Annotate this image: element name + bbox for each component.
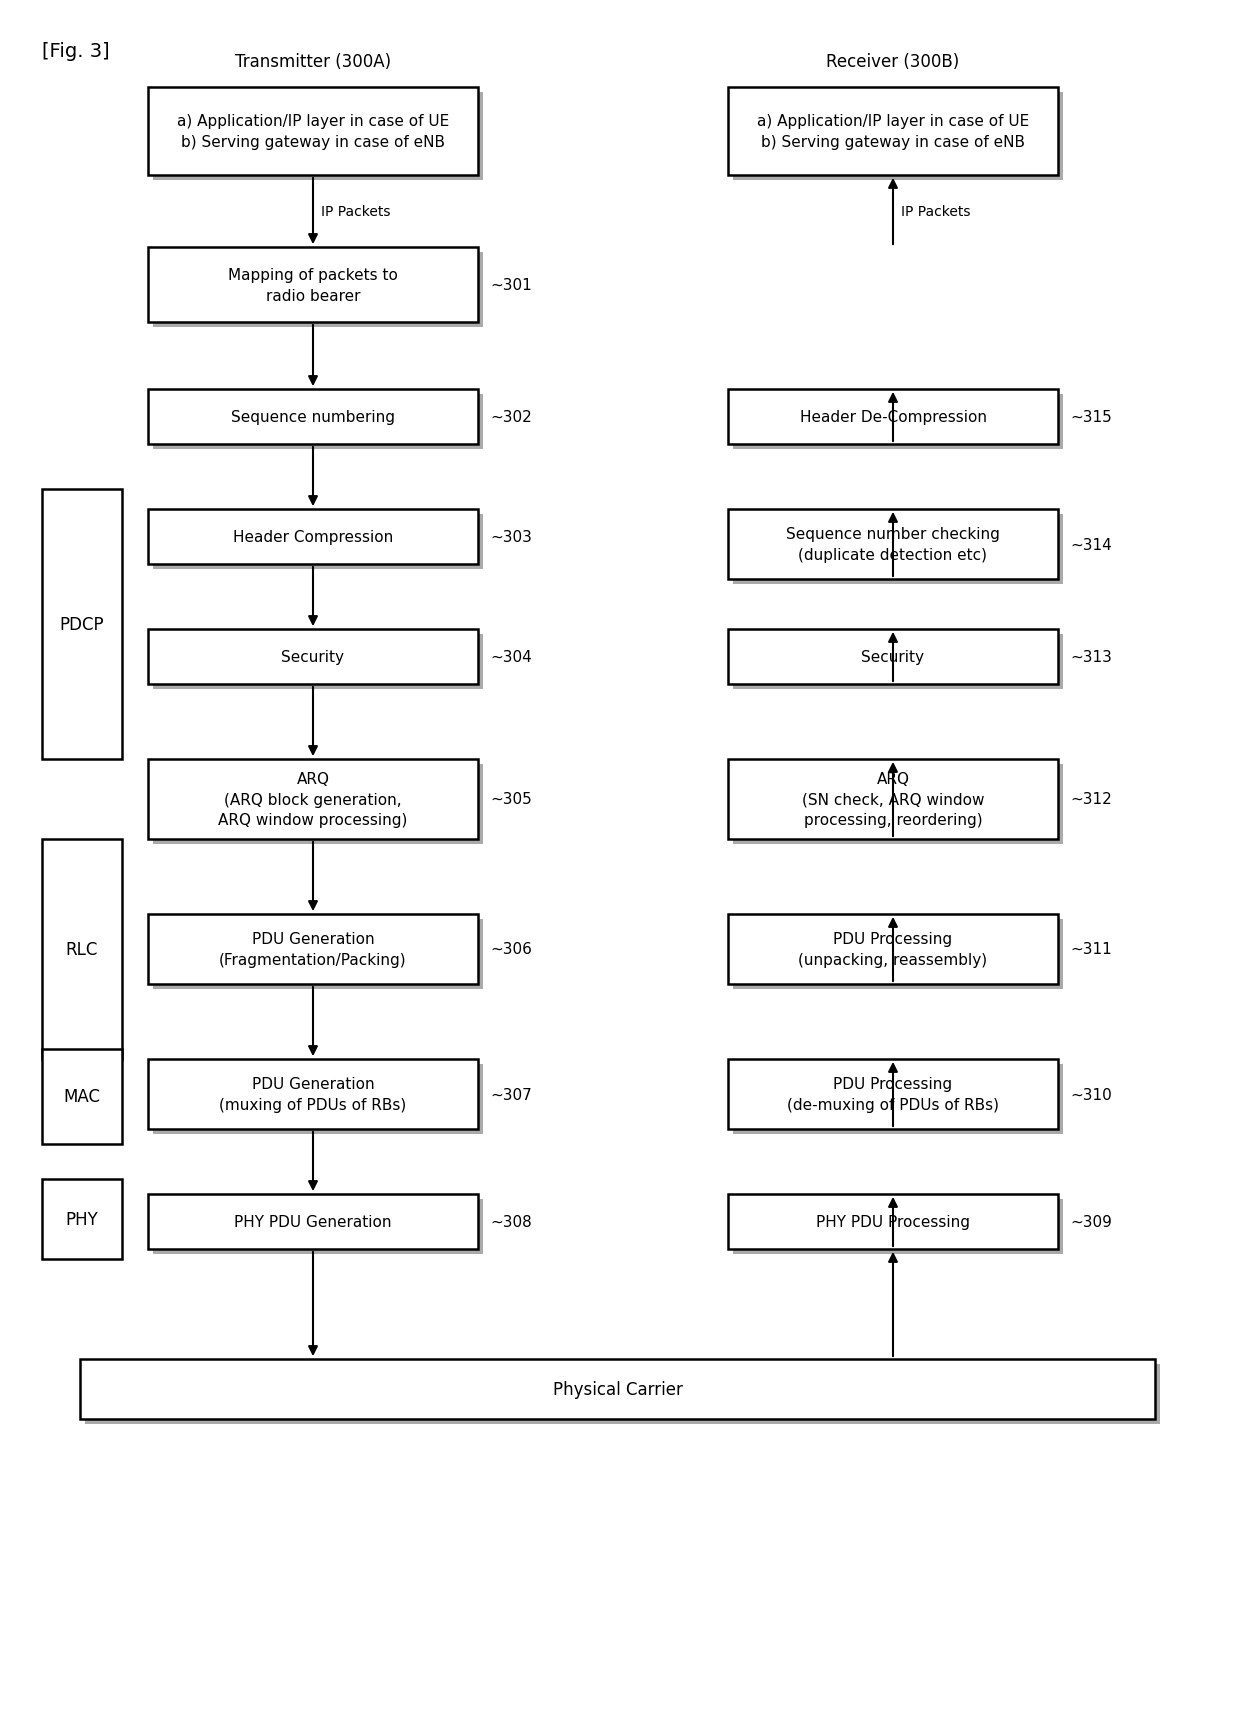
Text: ~304: ~304 [490,650,532,665]
Bar [148,630,477,684]
Bar [733,395,1063,450]
Text: PDU Generation
(muxing of PDUs of RBs): PDU Generation (muxing of PDUs of RBs) [219,1076,407,1112]
Bar [733,634,1063,689]
Bar [153,94,484,180]
Text: PHY PDU Processing: PHY PDU Processing [816,1214,970,1230]
Text: [Fig. 3]: [Fig. 3] [42,42,109,61]
Text: Transmitter (300A): Transmitter (300A) [234,54,391,71]
Text: a) Application/IP layer in case of UE
b) Serving gateway in case of eNB: a) Application/IP layer in case of UE b)… [756,114,1029,151]
Bar [42,840,122,1060]
Bar [148,1060,477,1129]
Bar [728,390,1058,445]
Text: ~305: ~305 [490,792,532,807]
Text: Physical Carrier: Physical Carrier [553,1380,682,1398]
Bar [733,1199,1063,1254]
Text: Header De-Compression: Header De-Compression [800,410,987,424]
Text: Header Compression: Header Compression [233,530,393,544]
Text: PDU Generation
(Fragmentation/Packing): PDU Generation (Fragmentation/Packing) [219,932,407,968]
Bar [728,630,1058,684]
Text: ~314: ~314 [1070,537,1112,553]
Text: MAC: MAC [63,1088,100,1105]
Text: Mapping of packets to
radio bearer: Mapping of packets to radio bearer [228,267,398,303]
Text: PDU Processing
(de-muxing of PDUs of RBs): PDU Processing (de-muxing of PDUs of RBs… [787,1076,999,1112]
Text: RLC: RLC [66,940,98,958]
Bar [153,253,484,327]
Text: ~315: ~315 [1070,410,1112,424]
Bar [148,760,477,840]
Text: ~308: ~308 [490,1214,532,1230]
Bar [148,248,477,322]
Text: ~311: ~311 [1070,942,1112,958]
Text: ~310: ~310 [1070,1088,1112,1102]
Bar [728,88,1058,177]
Bar [153,764,484,845]
Bar [728,509,1058,580]
Text: ~313: ~313 [1070,650,1112,665]
Bar [42,1050,122,1145]
Text: ~306: ~306 [490,942,532,958]
Bar [728,760,1058,840]
Text: ~301: ~301 [490,277,532,293]
Bar [728,914,1058,984]
Bar [42,490,122,760]
Text: IP Packets: IP Packets [901,204,971,218]
Bar [148,914,477,984]
Text: ARQ
(ARQ block generation,
ARQ window processing): ARQ (ARQ block generation, ARQ window pr… [218,771,408,828]
Text: PHY: PHY [66,1211,98,1228]
Bar [153,514,484,570]
Text: IP Packets: IP Packets [321,204,391,218]
Text: ARQ
(SN check, ARQ window
processing, reordering): ARQ (SN check, ARQ window processing, re… [802,771,985,828]
Bar [733,764,1063,845]
Text: Sequence number checking
(duplicate detection etc): Sequence number checking (duplicate dete… [786,527,999,563]
Bar [86,1365,1159,1424]
Bar [42,1179,122,1259]
Text: Security: Security [281,650,345,665]
Bar [81,1360,1154,1419]
Text: Sequence numbering: Sequence numbering [231,410,396,424]
Bar [148,1195,477,1249]
Text: PDCP: PDCP [60,615,104,634]
Bar [148,88,477,177]
Bar [148,390,477,445]
Text: ~312: ~312 [1070,792,1112,807]
Bar [153,920,484,989]
Bar [153,1199,484,1254]
Bar [153,395,484,450]
Bar [728,1060,1058,1129]
Bar [733,94,1063,180]
Text: Security: Security [862,650,925,665]
Text: ~307: ~307 [490,1088,532,1102]
Text: ~303: ~303 [490,530,532,544]
Bar [728,1195,1058,1249]
Text: PDU Processing
(unpacking, reassembly): PDU Processing (unpacking, reassembly) [799,932,987,968]
Bar [733,1065,1063,1134]
Bar [733,514,1063,585]
Text: Receiver (300B): Receiver (300B) [826,54,960,71]
Bar [153,634,484,689]
Bar [148,509,477,565]
Text: ~302: ~302 [490,410,532,424]
Text: ~309: ~309 [1070,1214,1112,1230]
Bar [733,920,1063,989]
Text: PHY PDU Generation: PHY PDU Generation [234,1214,392,1230]
Bar [153,1065,484,1134]
Text: a) Application/IP layer in case of UE
b) Serving gateway in case of eNB: a) Application/IP layer in case of UE b)… [177,114,449,151]
